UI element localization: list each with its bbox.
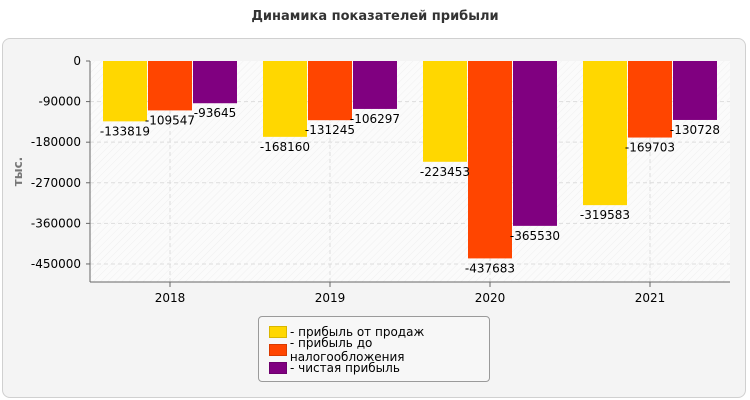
data-label: -437683 xyxy=(465,261,515,275)
x-tick-label: 2020 xyxy=(475,291,506,305)
legend-label: - прибыль до налогообложения xyxy=(289,336,405,364)
bar xyxy=(673,61,717,120)
legend-item-net-profit: - чистая прибыль xyxy=(269,359,489,377)
legend-item-pretax-profit: - прибыль до налогообложения xyxy=(269,336,489,364)
data-label: -109547 xyxy=(145,113,195,127)
legend-swatch xyxy=(269,326,287,338)
data-label: -168160 xyxy=(260,140,310,154)
bar xyxy=(628,61,672,138)
chart-title: Динамика показателей прибыли xyxy=(251,9,499,24)
data-label: -130728 xyxy=(670,123,720,137)
data-label: -106297 xyxy=(350,112,400,126)
bar xyxy=(353,61,397,109)
x-tick-label: 2021 xyxy=(635,291,666,305)
legend-label: - чистая прибыль xyxy=(290,361,400,375)
bar xyxy=(263,61,307,137)
bar xyxy=(148,61,192,111)
legend-swatch xyxy=(269,344,287,356)
y-axis-label: тыс. xyxy=(11,157,25,186)
bar xyxy=(103,61,147,122)
legend-label: - прибыль от продаж xyxy=(290,325,425,339)
x-tick-label: 2019 xyxy=(315,291,346,305)
bar xyxy=(468,61,512,259)
y-tick-label: -180000 xyxy=(31,135,81,149)
bar xyxy=(513,61,557,226)
legend: - прибыль от продаж - прибыль до налогоо… xyxy=(258,316,490,382)
data-label: -93645 xyxy=(194,106,237,120)
bar xyxy=(308,61,352,121)
data-label: -133819 xyxy=(100,124,150,138)
legend-item-sales-profit: - прибыль от продаж xyxy=(269,323,489,341)
data-label: -223453 xyxy=(420,165,470,179)
y-tick-label: -90000 xyxy=(38,95,81,109)
bar xyxy=(583,61,627,206)
x-tick-label: 2018 xyxy=(155,291,186,305)
y-tick-label: 0 xyxy=(73,54,81,68)
y-tick-label: -270000 xyxy=(31,176,81,190)
bar xyxy=(193,61,237,104)
legend-swatch xyxy=(269,362,287,374)
bar xyxy=(423,61,467,162)
y-tick-label: -360000 xyxy=(31,216,81,230)
y-tick-label: -450000 xyxy=(31,257,81,271)
data-label: -169703 xyxy=(625,141,675,155)
data-label: -365530 xyxy=(510,229,560,243)
data-label: -319583 xyxy=(580,208,630,222)
data-label: -131245 xyxy=(305,123,355,137)
